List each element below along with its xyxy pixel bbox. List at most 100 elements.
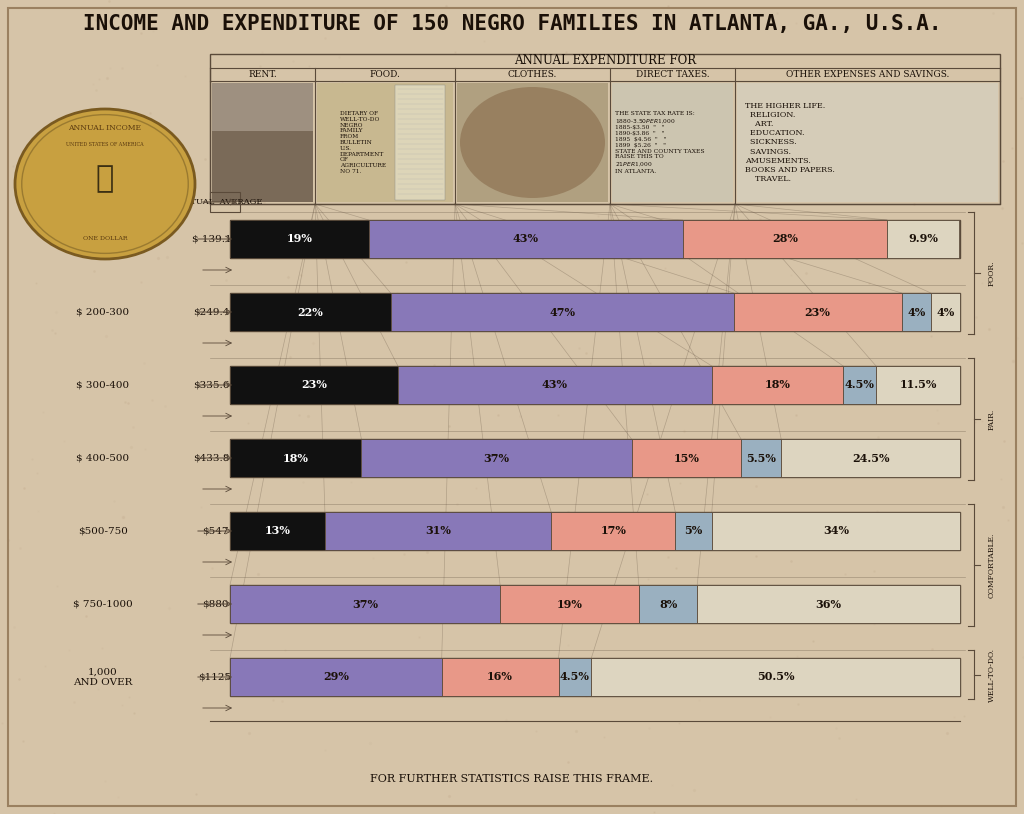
Bar bbox=[390, 293, 734, 331]
Text: 18%: 18% bbox=[283, 453, 308, 463]
Text: ANNUAL EXPENDITURE FOR: ANNUAL EXPENDITURE FOR bbox=[514, 55, 696, 68]
Text: POOR.: POOR. bbox=[988, 260, 996, 286]
Text: 4%: 4% bbox=[907, 307, 926, 317]
Text: 29%: 29% bbox=[323, 672, 349, 682]
Ellipse shape bbox=[15, 109, 195, 259]
Text: 43%: 43% bbox=[513, 234, 539, 244]
Bar bbox=[317, 83, 453, 202]
Text: $ 100-200: $ 100-200 bbox=[77, 234, 130, 243]
Text: 23%: 23% bbox=[301, 379, 327, 391]
Text: 13%: 13% bbox=[264, 526, 291, 536]
Text: 15%: 15% bbox=[674, 453, 699, 463]
Text: 🦅: 🦅 bbox=[96, 164, 114, 194]
Bar bbox=[230, 658, 961, 696]
Text: 19%: 19% bbox=[556, 598, 583, 610]
Text: 5%: 5% bbox=[684, 526, 702, 536]
Text: $500-750: $500-750 bbox=[78, 527, 128, 536]
Bar bbox=[230, 293, 961, 331]
Text: 43%: 43% bbox=[542, 379, 568, 391]
Bar bbox=[230, 366, 398, 404]
Text: INCOME AND EXPENDITURE OF 150 NEGRO FAMILIES IN ATLANTA, GA., U.S.A.: INCOME AND EXPENDITURE OF 150 NEGRO FAMI… bbox=[83, 14, 941, 34]
Bar bbox=[230, 512, 961, 550]
Bar bbox=[230, 293, 390, 331]
Text: THE STATE TAX RATE IS:
1880-$3.50 PER $1,000
1885-$3.50  "   "
1890-$3.86  "   ": THE STATE TAX RATE IS: 1880-$3.50 PER $1… bbox=[615, 111, 705, 174]
Text: COMFORTABLE.: COMFORTABLE. bbox=[988, 532, 996, 597]
Bar bbox=[325, 512, 551, 550]
Ellipse shape bbox=[460, 87, 605, 198]
Text: FAIR.: FAIR. bbox=[988, 409, 996, 430]
Bar bbox=[210, 54, 1000, 204]
Text: CLASS.: CLASS. bbox=[106, 198, 139, 206]
Text: DIETARY OF
WELL-TO-DO
NEGRO
FAMILY
FROM
BULLETIN
U.S.
DEPARTMENT
OF
AGRICULTURE
: DIETARY OF WELL-TO-DO NEGRO FAMILY FROM … bbox=[340, 111, 386, 174]
Bar bbox=[843, 366, 877, 404]
Text: 23%: 23% bbox=[805, 307, 830, 317]
Text: $ 750-1000: $ 750-1000 bbox=[73, 599, 133, 609]
Bar bbox=[230, 512, 325, 550]
Bar bbox=[230, 220, 961, 258]
Text: FOOD.: FOOD. bbox=[370, 70, 400, 79]
Text: $ 200-300: $ 200-300 bbox=[77, 308, 130, 317]
Text: $249.45: $249.45 bbox=[194, 308, 237, 317]
Text: CLOTHES.: CLOTHES. bbox=[508, 70, 557, 79]
Text: 9.9%: 9.9% bbox=[908, 234, 938, 244]
Text: WELL-TO-DO.: WELL-TO-DO. bbox=[988, 647, 996, 702]
Text: $880: $880 bbox=[202, 599, 228, 609]
Bar bbox=[712, 512, 961, 550]
Text: 4%: 4% bbox=[936, 307, 954, 317]
Bar bbox=[230, 658, 441, 696]
Bar bbox=[230, 220, 369, 258]
Text: $ 139.10: $ 139.10 bbox=[191, 234, 239, 243]
Text: FOR FURTHER STATISTICS RAISE THIS FRAME.: FOR FURTHER STATISTICS RAISE THIS FRAME. bbox=[371, 774, 653, 784]
Bar bbox=[781, 439, 961, 477]
Bar bbox=[683, 220, 887, 258]
Bar bbox=[675, 512, 712, 550]
Bar bbox=[612, 83, 733, 202]
Text: 37%: 37% bbox=[483, 453, 510, 463]
Text: 17%: 17% bbox=[600, 526, 627, 536]
Text: 16%: 16% bbox=[487, 672, 513, 682]
Bar bbox=[212, 83, 313, 202]
Bar bbox=[230, 366, 961, 404]
Bar bbox=[457, 83, 608, 202]
Bar bbox=[741, 439, 781, 477]
Text: $1125: $1125 bbox=[199, 672, 231, 681]
Bar bbox=[737, 83, 998, 202]
Text: RENT.: RENT. bbox=[248, 70, 276, 79]
Bar bbox=[212, 130, 313, 202]
Bar bbox=[639, 585, 697, 623]
Bar bbox=[697, 585, 961, 623]
Text: 19%: 19% bbox=[287, 234, 312, 244]
Text: $ 300-400: $ 300-400 bbox=[77, 380, 130, 390]
Bar bbox=[551, 512, 675, 550]
Bar bbox=[230, 585, 500, 623]
Bar bbox=[230, 439, 961, 477]
Bar bbox=[558, 658, 591, 696]
Text: 18%: 18% bbox=[765, 379, 791, 391]
Text: ONE DOLLAR: ONE DOLLAR bbox=[83, 235, 127, 240]
Bar bbox=[591, 658, 961, 696]
Bar bbox=[369, 220, 683, 258]
Bar bbox=[398, 366, 712, 404]
Bar bbox=[441, 658, 558, 696]
Text: 28%: 28% bbox=[772, 234, 798, 244]
Text: 37%: 37% bbox=[352, 598, 378, 610]
Bar bbox=[931, 293, 961, 331]
Bar bbox=[230, 439, 361, 477]
Text: $ 400-500: $ 400-500 bbox=[77, 453, 130, 462]
Bar bbox=[632, 439, 741, 477]
Bar bbox=[230, 585, 961, 623]
Text: 4.5%: 4.5% bbox=[560, 672, 590, 682]
Bar bbox=[901, 293, 931, 331]
Text: ACTUAL  AVERAGE: ACTUAL AVERAGE bbox=[178, 198, 262, 206]
Text: 31%: 31% bbox=[425, 526, 451, 536]
Text: UNITED STATES OF AMERICA: UNITED STATES OF AMERICA bbox=[67, 142, 143, 147]
Text: 22%: 22% bbox=[297, 307, 324, 317]
Bar bbox=[210, 192, 240, 212]
Text: 47%: 47% bbox=[549, 307, 575, 317]
Bar bbox=[877, 366, 961, 404]
Text: 50.5%: 50.5% bbox=[757, 672, 795, 682]
Text: 34%: 34% bbox=[823, 526, 849, 536]
Bar bbox=[734, 293, 901, 331]
Text: DIRECT TAXES.: DIRECT TAXES. bbox=[636, 70, 710, 79]
Text: 5.5%: 5.5% bbox=[746, 453, 776, 463]
